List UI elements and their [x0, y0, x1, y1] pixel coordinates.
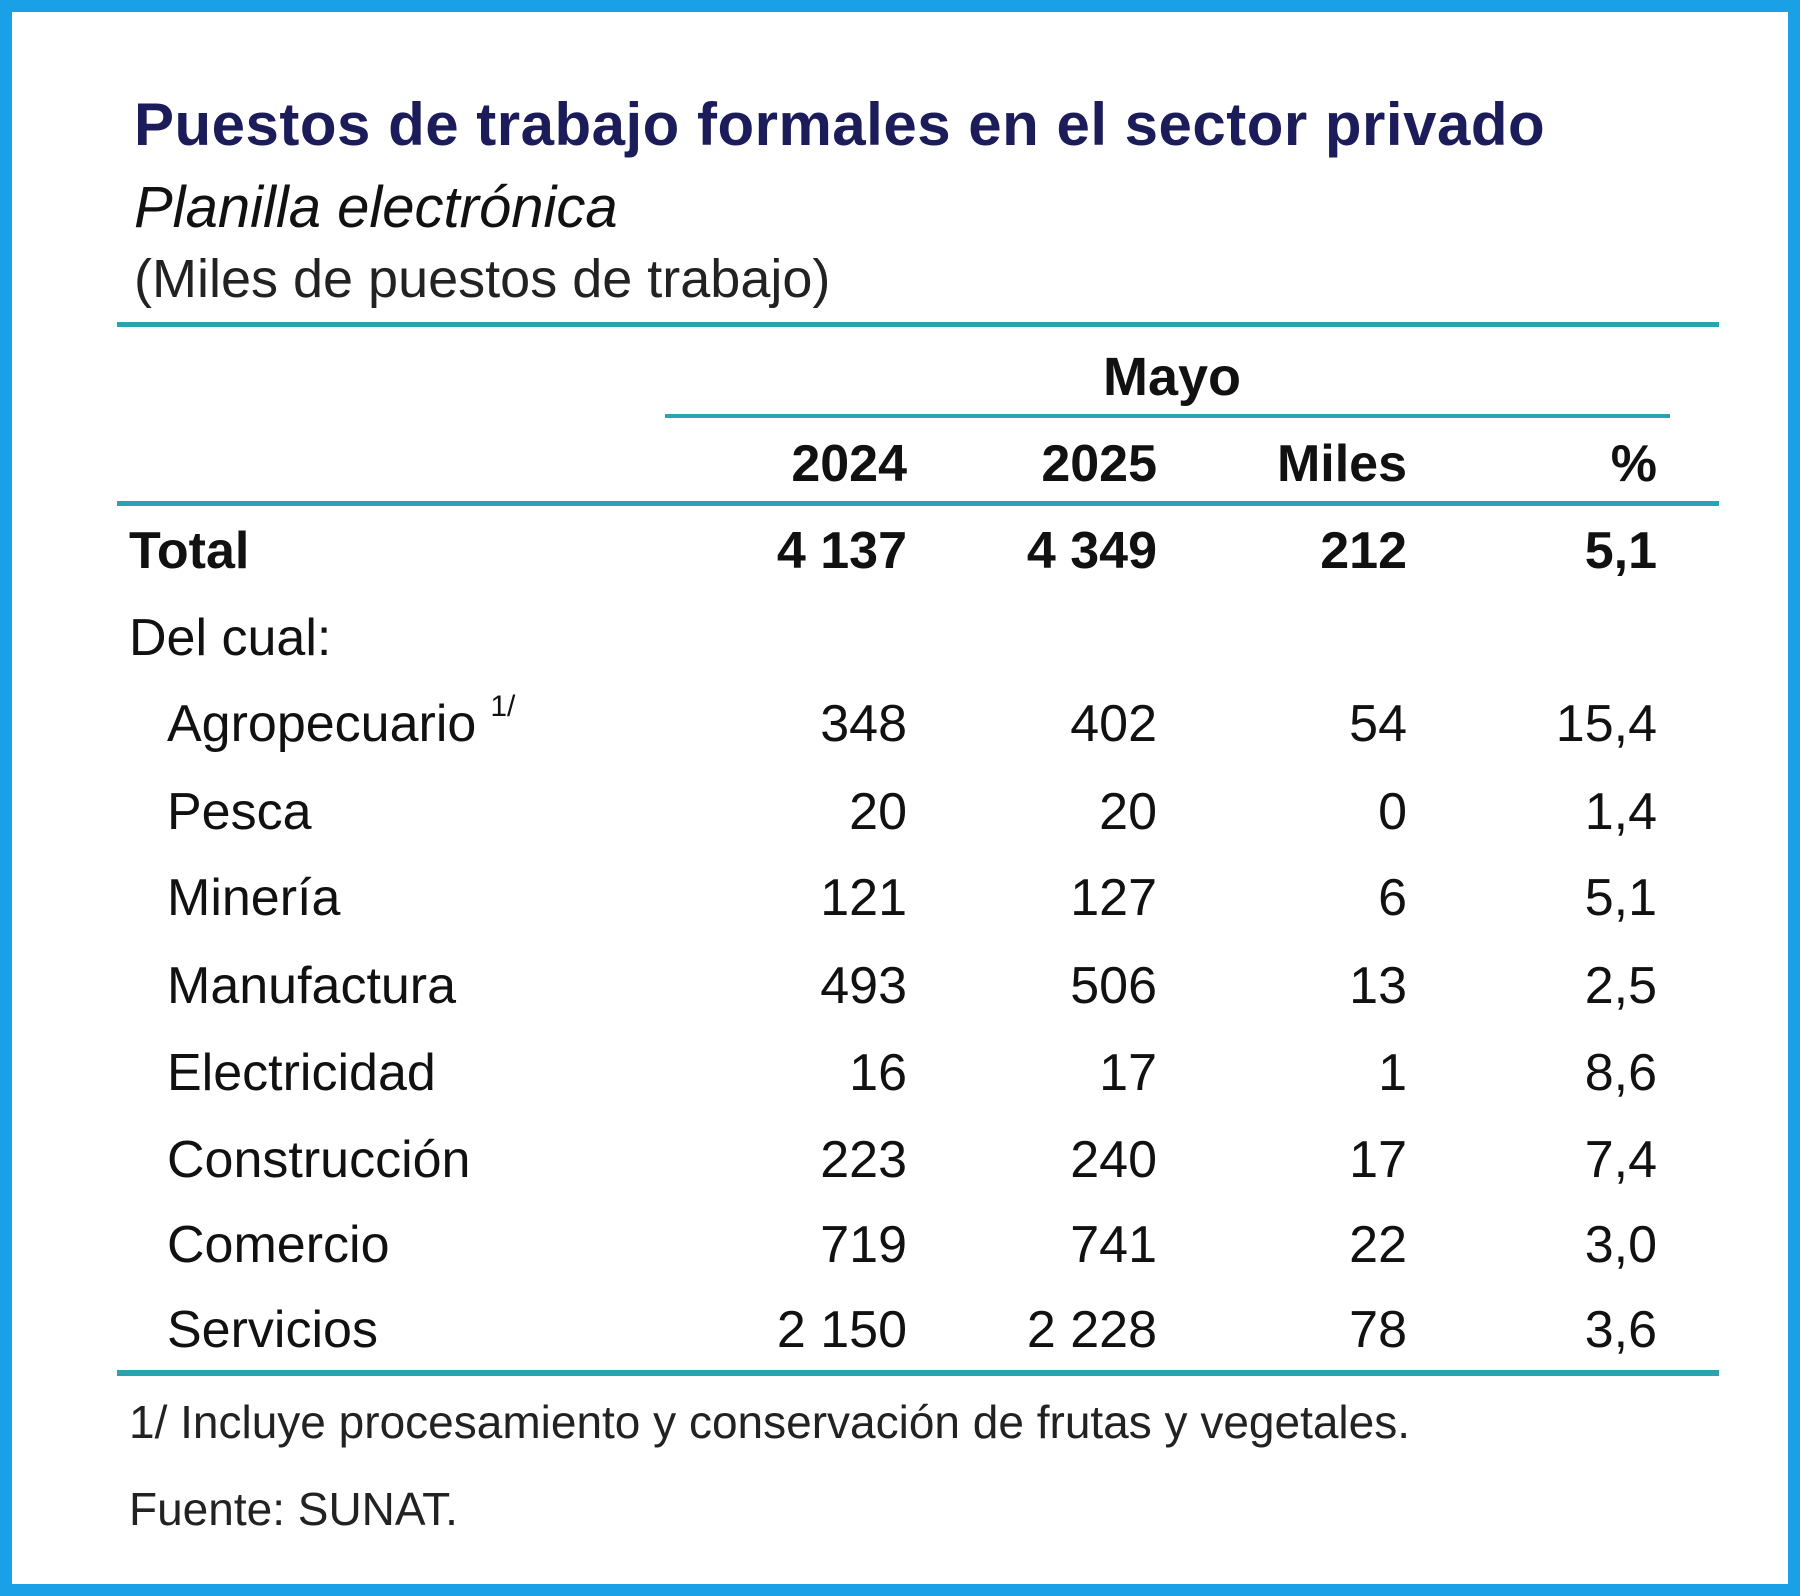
- cell-manufactura-2024: 493: [820, 957, 907, 1015]
- group-header-mayo: Mayo: [1102, 347, 1242, 407]
- cell-servicios-2024: 2 150: [776, 1301, 907, 1359]
- table-units: (Miles de puestos de trabajo): [134, 249, 831, 309]
- top-rule: [117, 322, 1719, 327]
- col-header-miles: Miles: [1276, 435, 1407, 493]
- cell-manufactura-miles: 13: [1349, 957, 1407, 1015]
- table-title: Puestos de trabajo formales en el sector…: [134, 91, 1546, 158]
- cell-construccion-2025: 240: [1070, 1131, 1157, 1189]
- cell-servicios-miles: 78: [1349, 1301, 1407, 1359]
- cell-mineria-2024: 121: [820, 869, 907, 927]
- cell-servicios-2025: 2 228: [1026, 1301, 1157, 1359]
- cell-pesca-percent: 1,4: [1584, 783, 1657, 841]
- header-rule: [117, 501, 1719, 506]
- cell-comercio-miles: 22: [1349, 1216, 1407, 1274]
- cell-electricidad-2024: 16: [849, 1044, 907, 1102]
- cell-pesca-miles: 0: [1378, 783, 1407, 841]
- row-label-agropecuario: Agropecuario 1/: [167, 690, 516, 753]
- col-header-2024: 2024: [791, 435, 907, 493]
- table-subtitle: Planilla electrónica: [134, 175, 618, 240]
- total-miles: 212: [1320, 522, 1407, 580]
- row-label-pesca: Pesca: [167, 783, 312, 841]
- cell-pesca-2025: 20: [1099, 783, 1157, 841]
- row-label-manufactura: Manufactura: [167, 957, 457, 1015]
- cell-comercio-percent: 3,0: [1584, 1216, 1657, 1274]
- cell-mineria-miles: 6: [1378, 869, 1407, 927]
- col-header-2025: 2025: [1041, 435, 1157, 493]
- cell-agropecuario-miles: 54: [1349, 695, 1407, 753]
- cell-comercio-2024: 719: [820, 1216, 907, 1274]
- total-2025: 4 349: [1026, 522, 1157, 580]
- cell-electricidad-miles: 1: [1378, 1044, 1407, 1102]
- cell-manufactura-percent: 2,5: [1584, 957, 1657, 1015]
- cell-construccion-percent: 7,4: [1584, 1131, 1657, 1189]
- cell-agropecuario-2024: 348: [820, 695, 907, 753]
- col-header-percent: %: [1610, 435, 1657, 493]
- cell-servicios-percent: 3,6: [1584, 1301, 1657, 1359]
- footnote-1: 1/ Incluye procesamiento y conservación …: [129, 1396, 1411, 1448]
- row-label-construccion: Construcción: [167, 1131, 471, 1189]
- cell-mineria-percent: 5,1: [1584, 869, 1657, 927]
- total-percent: 5,1: [1584, 522, 1657, 580]
- source-note: Fuente: SUNAT.: [129, 1483, 458, 1535]
- group-header-rule: [665, 414, 1670, 418]
- footnote-marker: 1/: [490, 690, 516, 723]
- row-label-servicios: Servicios: [167, 1301, 378, 1359]
- cell-comercio-2025: 741: [1070, 1216, 1157, 1274]
- cell-construccion-miles: 17: [1349, 1131, 1407, 1189]
- cell-agropecuario-percent: 15,4: [1555, 695, 1657, 753]
- cell-electricidad-percent: 8,6: [1584, 1044, 1657, 1102]
- cell-electricidad-2025: 17: [1099, 1044, 1157, 1102]
- total-label: Total: [129, 522, 250, 580]
- total-2024: 4 137: [776, 522, 907, 580]
- row-label-mineria: Minería: [167, 869, 341, 927]
- cell-agropecuario-2025: 402: [1070, 695, 1157, 753]
- cell-manufactura-2025: 506: [1070, 957, 1157, 1015]
- cell-mineria-2025: 127: [1070, 869, 1157, 927]
- bottom-rule: [117, 1370, 1719, 1376]
- row-label-comercio: Comercio: [167, 1216, 390, 1274]
- cell-pesca-2024: 20: [849, 783, 907, 841]
- subheader-del-cual: Del cual:: [129, 609, 332, 667]
- row-label-electricidad: Electricidad: [167, 1044, 436, 1102]
- cell-construccion-2024: 223: [820, 1131, 907, 1189]
